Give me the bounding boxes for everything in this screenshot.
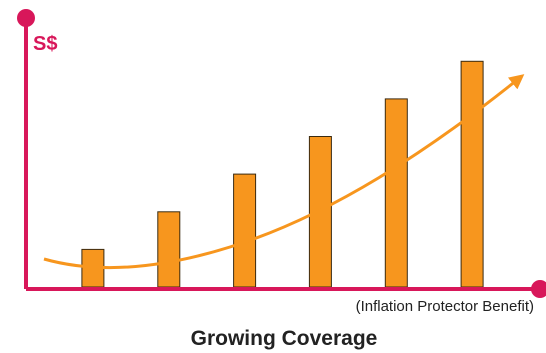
bar-4	[308, 136, 332, 288]
x-axis-label: (Inflation Protector Benefit)	[356, 298, 534, 315]
trend-arrow	[43, 74, 525, 270]
y-axis-end-dot	[17, 9, 35, 27]
x-axis-end-dot	[531, 280, 546, 298]
bar-2	[157, 211, 181, 288]
bar-6	[460, 60, 484, 288]
y-axis-label: S$	[33, 33, 57, 55]
chart-title: Growing Coverage	[191, 327, 378, 350]
bars-group	[81, 60, 484, 288]
bar-5	[384, 98, 408, 288]
bar-3	[233, 173, 257, 288]
